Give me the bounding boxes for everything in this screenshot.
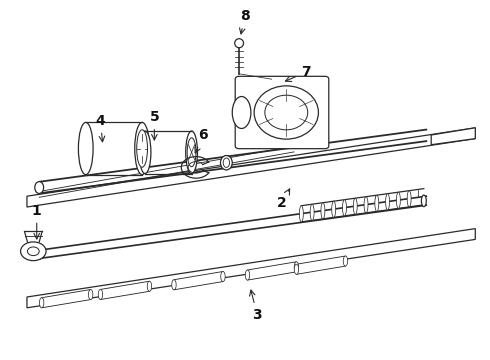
Ellipse shape <box>332 201 336 217</box>
Polygon shape <box>27 229 475 308</box>
Ellipse shape <box>294 262 298 272</box>
Ellipse shape <box>343 200 346 216</box>
Polygon shape <box>42 289 91 308</box>
Ellipse shape <box>294 264 298 274</box>
Ellipse shape <box>186 131 197 174</box>
Ellipse shape <box>39 298 44 308</box>
Text: 3: 3 <box>249 290 262 322</box>
Polygon shape <box>296 256 345 274</box>
Ellipse shape <box>137 130 147 167</box>
Text: 6: 6 <box>195 128 208 153</box>
Ellipse shape <box>386 194 390 210</box>
Ellipse shape <box>98 289 103 300</box>
Polygon shape <box>174 271 223 290</box>
Polygon shape <box>27 128 475 207</box>
Ellipse shape <box>78 122 93 175</box>
Ellipse shape <box>310 204 314 220</box>
Ellipse shape <box>343 256 348 266</box>
Ellipse shape <box>187 138 196 167</box>
Ellipse shape <box>35 250 44 259</box>
Ellipse shape <box>245 270 249 280</box>
Ellipse shape <box>235 39 244 48</box>
Ellipse shape <box>35 181 44 194</box>
Ellipse shape <box>88 289 93 300</box>
Ellipse shape <box>265 95 308 130</box>
Circle shape <box>27 247 39 256</box>
Ellipse shape <box>364 197 368 213</box>
Ellipse shape <box>147 281 152 291</box>
Polygon shape <box>431 128 475 145</box>
Text: 1: 1 <box>32 204 42 239</box>
Text: 5: 5 <box>149 110 159 140</box>
Ellipse shape <box>396 192 400 208</box>
Text: 4: 4 <box>96 114 105 142</box>
Text: 7: 7 <box>286 65 311 81</box>
Circle shape <box>21 242 46 261</box>
Ellipse shape <box>172 280 176 290</box>
Ellipse shape <box>220 271 225 282</box>
Ellipse shape <box>421 195 426 207</box>
Ellipse shape <box>353 198 357 215</box>
Polygon shape <box>247 262 296 280</box>
Ellipse shape <box>135 122 149 175</box>
FancyBboxPatch shape <box>235 76 329 149</box>
Ellipse shape <box>321 203 325 219</box>
Ellipse shape <box>220 156 232 170</box>
Ellipse shape <box>139 131 151 174</box>
Ellipse shape <box>223 158 229 167</box>
Polygon shape <box>100 281 149 300</box>
Text: 2: 2 <box>277 189 290 210</box>
Text: 8: 8 <box>240 9 250 34</box>
Ellipse shape <box>232 96 251 129</box>
Ellipse shape <box>299 206 303 222</box>
Ellipse shape <box>375 195 379 211</box>
Ellipse shape <box>407 191 411 207</box>
Ellipse shape <box>254 86 318 139</box>
